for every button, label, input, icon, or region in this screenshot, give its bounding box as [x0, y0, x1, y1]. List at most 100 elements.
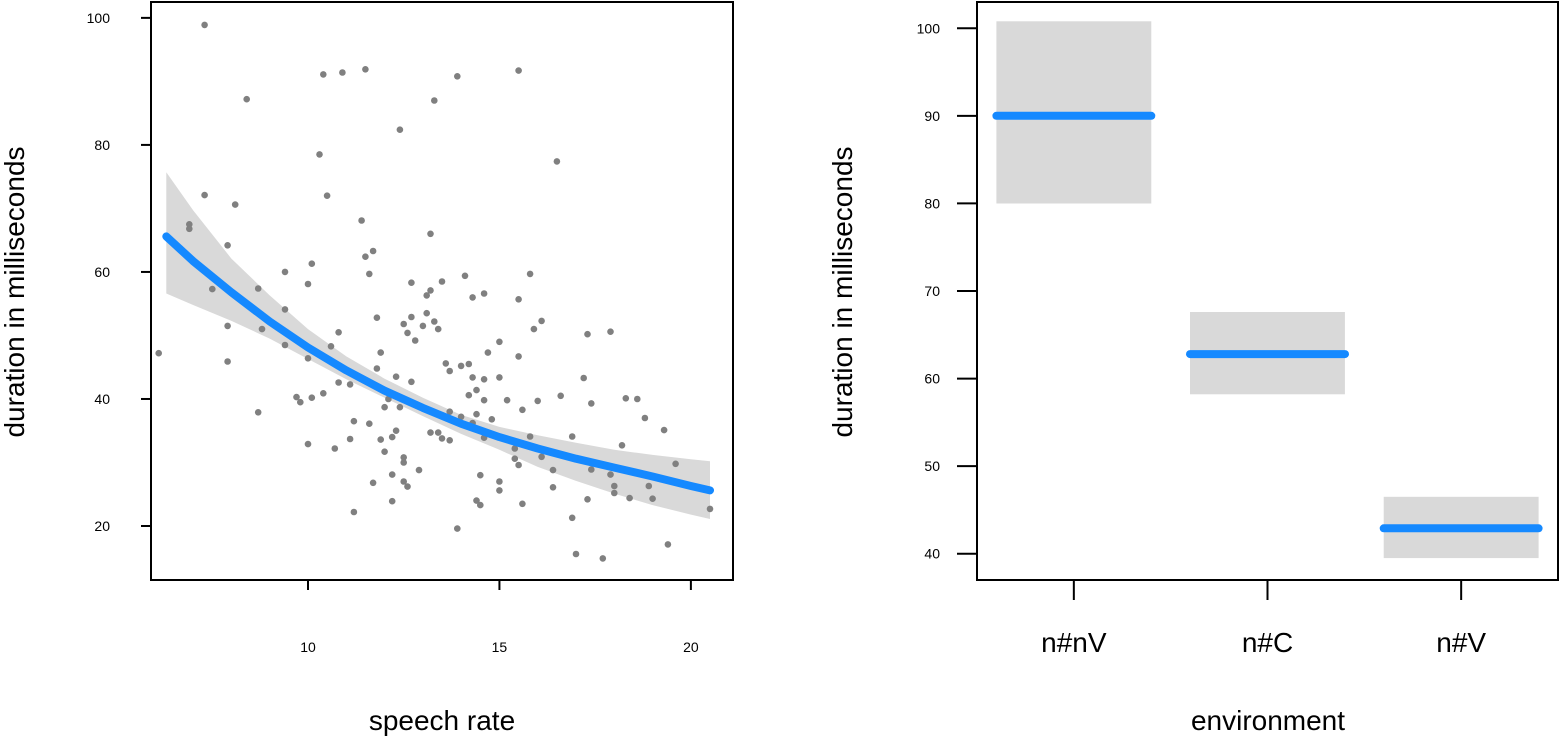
data-point — [496, 374, 503, 381]
data-point — [538, 453, 545, 461]
y-tick-label: 70 — [924, 283, 940, 299]
data-point — [377, 349, 385, 356]
data-point — [320, 71, 327, 78]
data-point — [331, 445, 339, 452]
fit-line-group — [162, 232, 714, 495]
y-tick-label: 60 — [94, 264, 110, 280]
data-point — [366, 420, 373, 428]
data-point — [484, 349, 492, 356]
y-tick-label: 100 — [917, 20, 941, 36]
data-point — [496, 338, 503, 346]
x-axis-title-left: speech rate — [369, 705, 515, 736]
data-point — [611, 489, 618, 497]
y-tick-label: 90 — [924, 108, 940, 124]
data-point — [438, 435, 446, 442]
estimate-lines — [992, 111, 1543, 533]
data-point — [457, 362, 465, 370]
y-tick-label: 60 — [924, 371, 940, 387]
data-point — [515, 353, 522, 360]
confidence-boxes — [996, 21, 1539, 559]
data-point — [584, 496, 591, 503]
data-point — [304, 355, 312, 362]
data-point — [480, 396, 488, 404]
data-point — [622, 395, 630, 402]
data-point — [607, 471, 614, 478]
data-point — [224, 322, 231, 330]
data-point — [568, 514, 576, 522]
y-tick-label: 20 — [94, 518, 110, 534]
data-point — [568, 433, 576, 440]
data-point — [526, 433, 534, 440]
data-point — [503, 396, 511, 404]
data-point — [293, 393, 300, 401]
y-ticks-right: 40 50 60 70 80 90 100 — [917, 20, 977, 562]
data-point — [465, 360, 473, 368]
data-point — [461, 272, 469, 280]
data-point — [473, 386, 480, 394]
data-point — [584, 330, 591, 338]
data-point — [369, 247, 377, 255]
scatter-panel: 10 15 20 20 40 60 80 100 speech rate duration … — [0, 1, 734, 736]
data-point — [404, 483, 411, 490]
data-point — [645, 482, 653, 490]
y-tick-label: 100 — [87, 10, 111, 26]
fit-ribbon — [166, 172, 711, 519]
effects-panel: n#nV n#C n#V 40 50 60 70 80 90 100 environment d… — [827, 1, 1559, 736]
data-point — [346, 381, 354, 388]
data-point — [427, 230, 434, 238]
data-point — [599, 555, 607, 562]
data-point — [281, 306, 289, 313]
scatter-points — [155, 21, 714, 562]
data-point — [465, 391, 473, 399]
data-point — [549, 484, 557, 491]
data-point — [335, 379, 342, 386]
x-tick-label: n#C — [1242, 627, 1293, 658]
data-point — [446, 408, 454, 416]
data-point — [224, 358, 231, 365]
data-point — [411, 337, 419, 344]
data-point — [511, 445, 519, 452]
data-point — [243, 95, 250, 103]
data-point — [186, 225, 193, 233]
data-point — [381, 403, 388, 411]
data-point — [316, 151, 323, 158]
data-point — [634, 395, 641, 403]
y-axis-title-right: duration in milliseconds — [827, 146, 858, 437]
data-point — [388, 471, 396, 478]
x-tick-label: 10 — [300, 639, 316, 655]
data-point — [519, 500, 526, 508]
data-point — [366, 270, 373, 278]
y-tick-label: 50 — [924, 458, 940, 474]
data-point — [454, 525, 461, 532]
data-point — [281, 341, 289, 349]
data-point — [373, 314, 381, 322]
data-point — [408, 279, 415, 287]
data-point — [392, 373, 400, 381]
data-point — [335, 329, 342, 336]
data-point — [327, 343, 335, 350]
data-point — [473, 410, 480, 418]
data-point — [281, 268, 289, 276]
x-tick-label: 20 — [683, 639, 699, 655]
data-point — [396, 126, 404, 133]
data-point — [419, 322, 427, 330]
data-point — [373, 365, 381, 372]
y-ticks-left: 20 40 60 80 100 — [87, 10, 151, 534]
data-point — [408, 378, 415, 386]
data-point — [588, 466, 595, 473]
data-point — [254, 409, 262, 416]
data-point — [580, 374, 587, 382]
data-point — [530, 325, 538, 333]
data-point — [549, 466, 557, 474]
x-tick-label: 15 — [492, 639, 508, 655]
data-point — [534, 397, 541, 405]
data-point — [442, 360, 450, 367]
data-point — [607, 328, 614, 336]
data-point — [297, 398, 304, 406]
x-axis-title-right: environment — [1191, 705, 1345, 736]
data-point — [346, 435, 354, 443]
data-point — [377, 436, 385, 443]
data-point — [400, 478, 408, 485]
data-point — [477, 471, 484, 479]
